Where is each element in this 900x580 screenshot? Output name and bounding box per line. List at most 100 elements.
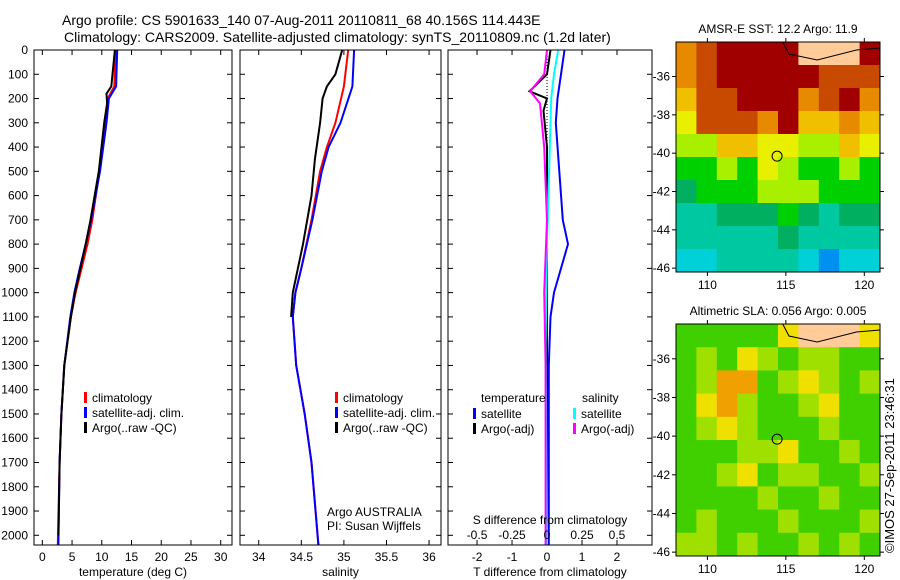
sst-map: AMSR-E SST: 12.2 Argo: 11.9 110 115 120 -36 -… bbox=[653, 22, 884, 292]
map-cell bbox=[696, 157, 718, 181]
y-tick-label: 600 bbox=[8, 189, 28, 203]
map-cell bbox=[778, 226, 799, 250]
map-cell bbox=[757, 249, 779, 273]
map-cell bbox=[818, 416, 840, 441]
sla-map: Altimetric SLA: 0.056 Argo: 0.005 110 115 1… bbox=[653, 304, 884, 576]
legend-label: climatology bbox=[343, 391, 403, 405]
legend-label: Argo(..raw -QC) bbox=[92, 421, 177, 435]
land-cell bbox=[798, 324, 820, 348]
map-cell bbox=[716, 42, 738, 66]
map-frame bbox=[675, 41, 881, 273]
figure-title-line1: Argo profile: CS 5901633_140 07-Aug-2011… bbox=[62, 12, 541, 28]
map-cell bbox=[798, 370, 820, 395]
map-cell bbox=[737, 42, 759, 66]
map-cell bbox=[839, 532, 861, 557]
legend-swatch bbox=[84, 392, 87, 403]
map-cell bbox=[716, 416, 738, 441]
map-cell bbox=[696, 226, 718, 250]
map-cell bbox=[716, 393, 738, 418]
map-cell bbox=[798, 226, 820, 250]
map-cell bbox=[737, 370, 759, 395]
map-cell bbox=[716, 463, 738, 487]
figure-title-line2: Climatology: CARS2009. Satellite-adjuste… bbox=[64, 29, 611, 45]
y-tick-label: -38 bbox=[653, 108, 671, 122]
map-cell bbox=[716, 157, 738, 181]
panel-salinity: 34 34.5 35 35.5 36 salinity climatologysatelli… bbox=[239, 49, 442, 579]
x-tick-label: 115 bbox=[776, 562, 795, 576]
map-cell bbox=[798, 532, 820, 557]
series-line-s-argo-adj- bbox=[528, 49, 549, 545]
legend-label: climatology bbox=[92, 391, 152, 405]
map-cell bbox=[778, 509, 799, 534]
y-tick-label: 1600 bbox=[1, 431, 28, 445]
x-tick-label: 20 bbox=[155, 550, 169, 564]
map-cell bbox=[737, 249, 759, 273]
y-tick-label: 1500 bbox=[1, 407, 28, 421]
map-cell bbox=[716, 134, 738, 158]
x-axis-label: temperature (deg C) bbox=[79, 565, 187, 579]
x-tick-label: 15 bbox=[125, 550, 139, 564]
map-cell bbox=[696, 347, 718, 371]
x-tick-label: 35.5 bbox=[375, 550, 399, 564]
map-cell bbox=[716, 486, 738, 511]
legend-swatch bbox=[573, 408, 576, 419]
map-cell bbox=[676, 42, 697, 66]
legend-label: satellite-adj. clim. bbox=[343, 406, 435, 420]
map-cell bbox=[818, 347, 840, 371]
map-cell bbox=[818, 111, 840, 135]
y-tick-label: 900 bbox=[8, 261, 28, 275]
map-cell bbox=[696, 111, 718, 135]
y-tick-label: 1200 bbox=[1, 334, 28, 348]
map-cell bbox=[859, 532, 881, 557]
map-cell bbox=[676, 463, 697, 487]
y-tick-label: -46 bbox=[653, 545, 671, 559]
map-cell bbox=[757, 509, 779, 534]
argo-location-marker bbox=[771, 150, 783, 162]
map-frame bbox=[675, 323, 881, 557]
y-tick-label: 100 bbox=[8, 67, 28, 81]
map-cell bbox=[757, 203, 779, 227]
series-line-argo-raw-qc- bbox=[57, 49, 116, 536]
y-tick-label: 2000 bbox=[1, 528, 28, 542]
map-cell bbox=[859, 393, 881, 418]
map-cell bbox=[737, 157, 759, 181]
legend-swatch bbox=[84, 422, 87, 433]
legend-label: Argo(-adj) bbox=[581, 422, 634, 436]
map-cell bbox=[676, 111, 697, 135]
series-line-t-satellite bbox=[547, 49, 570, 545]
map-cell bbox=[839, 180, 861, 204]
x-tick-label: 1 bbox=[579, 550, 586, 564]
map-cell bbox=[676, 88, 697, 112]
map-cell bbox=[798, 440, 820, 464]
map-title: AMSR-E SST: 12.2 Argo: 11.9 bbox=[698, 22, 858, 36]
map-cell bbox=[839, 88, 861, 112]
legend-header-salinity: salinity bbox=[582, 391, 619, 405]
y-tick-label: 1900 bbox=[1, 504, 28, 518]
map-cell bbox=[676, 370, 697, 395]
map-cell bbox=[737, 486, 759, 511]
map-cell bbox=[696, 249, 718, 273]
map-cell bbox=[696, 486, 718, 511]
map-cell bbox=[757, 486, 779, 511]
x-tick-label: 115 bbox=[776, 278, 795, 292]
map-cell bbox=[716, 88, 738, 112]
y-tick-label: 200 bbox=[8, 92, 28, 106]
map-cell bbox=[737, 226, 759, 250]
map-cell bbox=[757, 65, 779, 89]
map-cell bbox=[737, 111, 759, 135]
x-tick-label: 110 bbox=[698, 562, 717, 576]
argo-location-marker bbox=[771, 433, 783, 445]
map-cell bbox=[757, 393, 779, 418]
land-cell bbox=[839, 42, 861, 66]
map-cell bbox=[778, 532, 799, 557]
map-cell bbox=[859, 157, 881, 181]
map-cell bbox=[818, 65, 840, 89]
map-cell bbox=[696, 393, 718, 418]
y-tick-label: 1400 bbox=[1, 383, 28, 397]
panel-temperature: 0100200300400500600700800900100011001200… bbox=[1, 43, 233, 579]
map-cell bbox=[676, 532, 697, 557]
coastline bbox=[782, 41, 881, 61]
map-cell bbox=[778, 249, 799, 273]
